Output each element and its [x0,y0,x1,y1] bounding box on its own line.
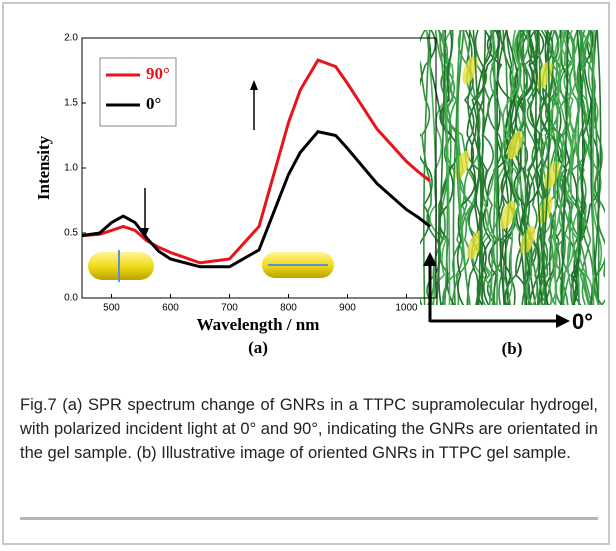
x-tick-label: 800 [280,303,297,314]
x-tick-label: 500 [103,303,120,314]
fiber [590,30,602,305]
fiber [456,30,493,305]
y-tick-label: 0.0 [64,293,78,304]
series-line [81,58,432,265]
fiber [522,30,527,305]
fiber [559,30,586,305]
x-tick-label: 1000 [395,303,418,314]
fiber [504,30,559,305]
fiber [506,30,537,305]
fiber [553,30,593,305]
fiber [455,30,471,305]
gold-rod [520,225,536,255]
x-tick-label: 900 [339,303,356,314]
fiber [438,30,449,305]
fiber [535,30,549,305]
arrow-head [423,252,437,266]
nanorod [88,252,154,280]
gold-rod [462,55,478,85]
x-tick-label: 600 [162,303,179,314]
fiber [502,30,519,305]
fiber [472,30,484,305]
fiber [436,30,447,305]
legend-label: 0° [146,94,161,113]
y-tick-label: 1.5 [64,98,78,109]
y-axis-label: Intensity [34,135,53,200]
frame [2,2,610,545]
gold-rod [467,230,483,260]
gold-rod [454,150,470,180]
fiber-illustration [420,30,605,305]
fiber [423,30,431,305]
fiber [496,30,505,305]
arrow-head [141,228,149,238]
fiber [478,30,487,305]
arrow-head [556,314,570,328]
panel-b-label: (b) [502,339,523,358]
y-tick-label: 1.0 [64,163,78,174]
fiber [420,30,437,305]
gold-rod [500,200,516,230]
fiber [592,30,595,305]
rule [20,517,598,520]
fiber [563,30,593,305]
legend [99,57,177,127]
fiber [560,30,569,305]
panel-b-axis-label: 0° [572,309,593,334]
fiber [573,30,584,305]
x-axis-label: Wavelength / nm [197,315,320,334]
fiber [576,30,596,305]
fiber [452,30,465,305]
fiber [554,30,563,305]
y-tick-label: 2.0 [64,33,78,44]
legend-label: 90° [146,64,170,83]
series-line [81,129,432,269]
fiber [509,30,534,305]
fiber [482,30,505,305]
fiber [491,30,498,305]
panel-a-label: (a) [248,338,268,357]
fiber [537,30,551,305]
x-tick-label: 700 [221,303,238,314]
y-tick-label: 0.5 [64,228,78,239]
gold-rod [507,130,523,160]
fiber [519,30,539,305]
arrow-head [250,80,258,90]
caption: Fig.7 (a) SPR spectrum change of GNRs in… [20,396,598,462]
gold-rod [537,195,553,225]
fiber [513,30,545,305]
fiber [470,30,500,305]
fiber [488,30,534,305]
